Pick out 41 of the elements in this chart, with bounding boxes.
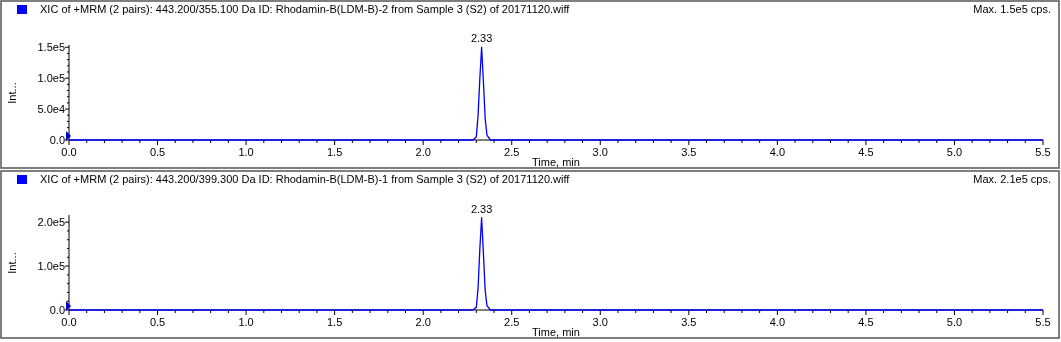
- x-tick-label: 0.0: [61, 146, 77, 158]
- x-tick-label: 0.0: [61, 316, 77, 328]
- x-tick-label: 1.5: [326, 146, 343, 158]
- annotation: 2.33: [470, 202, 493, 215]
- x-tick-label: 4.0: [769, 316, 786, 328]
- y-axis-title: Int...: [6, 252, 18, 274]
- x-tick-label: 0.5: [149, 146, 166, 158]
- x-tick-label: 4.0: [769, 146, 786, 158]
- x-tick-label: 1.0: [238, 146, 254, 158]
- y-tick-label: 1.0e5: [37, 72, 65, 85]
- x-tick-label: 5.0: [946, 146, 963, 158]
- y-tick-label: 5.0e4: [37, 103, 65, 116]
- y-axis-title: Int...: [6, 82, 18, 104]
- x-tick-label: 4.5: [858, 316, 874, 328]
- y-tick-label: 2.0e5: [37, 216, 65, 229]
- x-tick-label: 1.5: [326, 316, 343, 328]
- x-tick-label: 5.5: [1035, 146, 1051, 158]
- x-tick-label: 3.0: [592, 146, 608, 158]
- x-tick-label: 4.5: [858, 146, 874, 158]
- x-tick-label: 3.5: [681, 146, 697, 158]
- chart-title: XIC of +MRM (2 pairs): 443.200/355.100 Da ID: Rhodamin-B(LDM-B)-2 from Sample 3 (S2) of 20171120.wiff: [40, 3, 571, 15]
- x-tick-label: 5.0: [946, 316, 963, 328]
- annotation: 2.33: [470, 32, 493, 45]
- x-axis-title: Time, min: [532, 326, 580, 338]
- x-tick-label: 3.0: [592, 316, 608, 328]
- x-tick-label: 2.5: [504, 316, 520, 328]
- y-tick-label: 1.0e5: [37, 260, 65, 273]
- text: Max. 2.1e5 cps.: [973, 173, 1051, 185]
- x-axis-title: Time, min: [532, 156, 580, 168]
- y-tick-label: 0.0: [49, 304, 65, 316]
- text: Max. 1.5e5 cps.: [973, 3, 1051, 15]
- x-tick-label: 3.5: [681, 316, 697, 328]
- x-tick-label: 1.0: [238, 316, 254, 328]
- x-tick-label: 2.5: [504, 146, 520, 158]
- x-tick-label: 0.5: [149, 316, 166, 328]
- chart-title: XIC of +MRM (2 pairs): 443.200/399.300 Da ID: Rhodamin-B(LDM-B)-1 from Sample 3 (S2) of 20171120.wiff: [40, 173, 571, 185]
- x-tick-label: 2.0: [415, 316, 431, 328]
- x-tick-label: 5.5: [1035, 316, 1051, 328]
- x-tick-label: 2.0: [415, 146, 431, 158]
- y-tick-label: 1.5e5: [37, 41, 65, 54]
- y-tick-label: 0.0: [49, 134, 65, 146]
